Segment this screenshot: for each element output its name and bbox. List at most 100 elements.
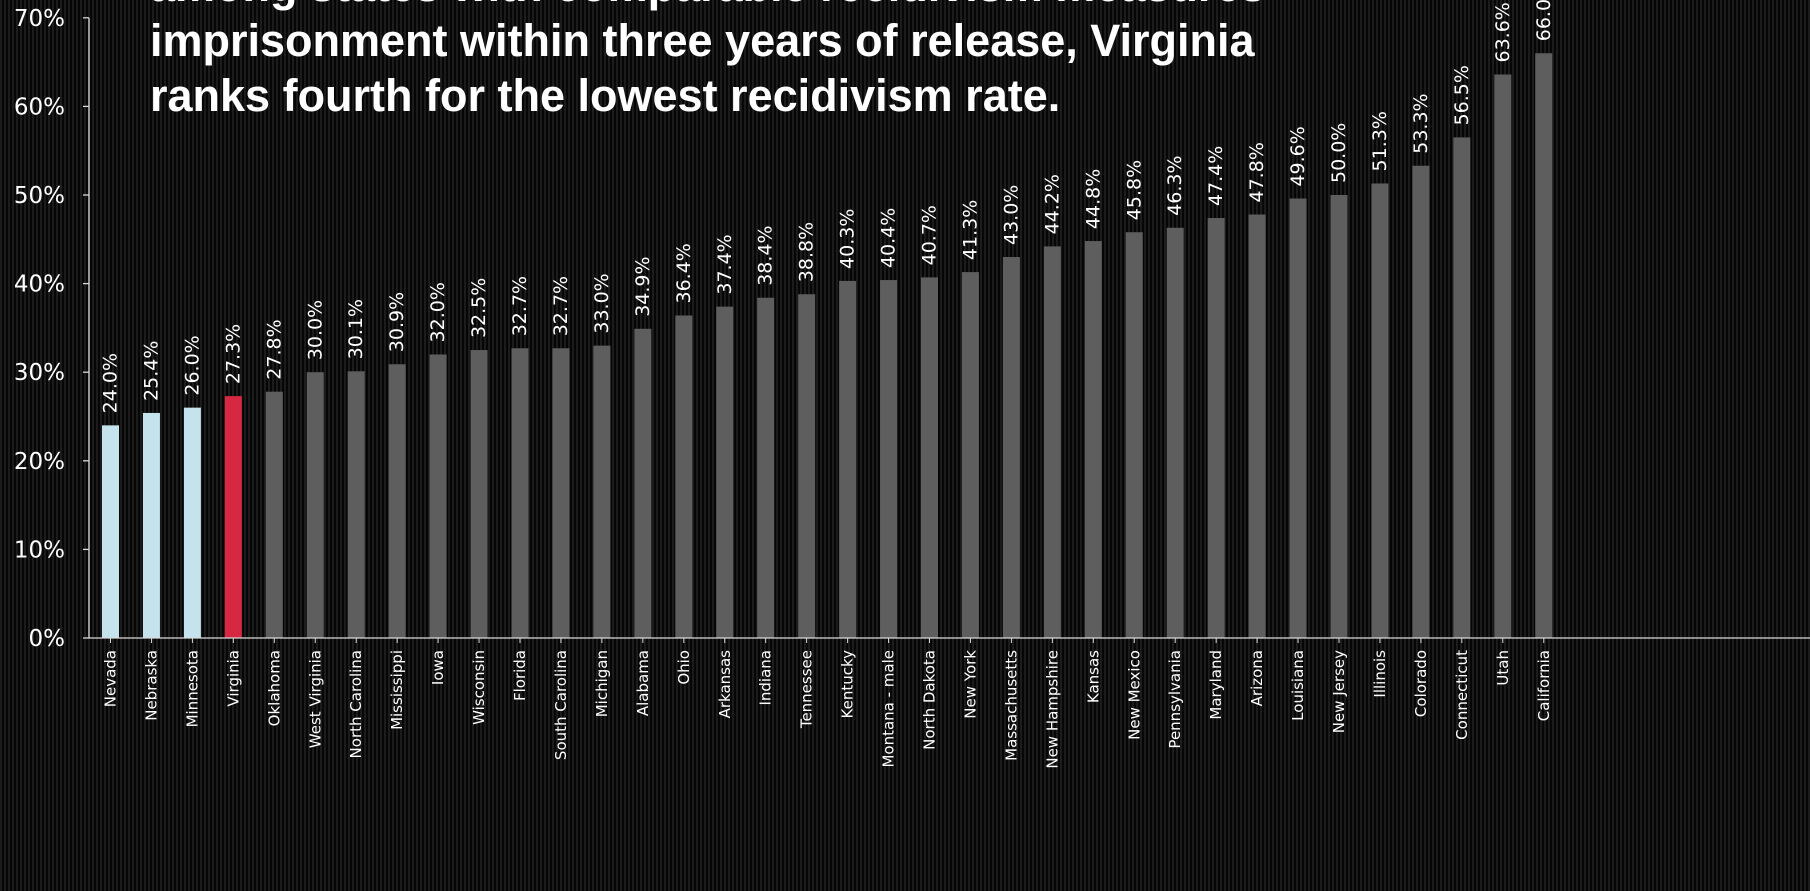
x-tick-label-iowa: Iowa <box>429 650 447 685</box>
y-tick-label: 30% <box>14 360 65 386</box>
x-tick-label-north-dakota: North Dakota <box>921 650 939 750</box>
headline-line-2: imprisonment within three years of relea… <box>150 15 1255 66</box>
bar-nebraska <box>142 412 160 638</box>
value-label-north-dakota: 40.7% <box>919 205 941 265</box>
bar-alabama <box>634 328 652 638</box>
value-label-mississippi: 30.9% <box>386 292 408 352</box>
value-label-maryland: 47.4% <box>1205 146 1227 206</box>
x-tick-label-south-carolina: South Carolina <box>552 650 570 760</box>
bar-california <box>1535 53 1553 639</box>
x-tick-label-kentucky: Kentucky <box>839 650 857 719</box>
value-label-florida: 32.7% <box>509 276 531 336</box>
bar-massachusetts <box>1002 257 1020 638</box>
value-label-montana-male: 40.4% <box>878 208 900 268</box>
bars-group <box>102 53 1553 639</box>
bar-minnesota <box>183 407 201 638</box>
bar-arizona <box>1248 214 1266 638</box>
x-tick-label-north-carolina: North Carolina <box>347 650 365 758</box>
bar-pennsylvania <box>1166 227 1184 639</box>
bar-iowa <box>429 354 447 638</box>
bar-indiana <box>757 297 775 638</box>
value-label-nebraska: 25.4% <box>140 341 162 401</box>
x-tick-label-wisconsin: Wisconsin <box>470 650 488 725</box>
bar-illinois <box>1371 183 1389 638</box>
bar-louisiana <box>1289 198 1307 638</box>
value-label-arkansas: 37.4% <box>714 234 736 294</box>
bar-new-york <box>961 272 979 638</box>
x-tick-label-new-mexico: New Mexico <box>1125 650 1143 740</box>
x-tick-label-arizona: Arizona <box>1248 650 1266 706</box>
bar-colorado <box>1412 165 1430 638</box>
x-tick-label-california: California <box>1535 650 1553 721</box>
bar-montana-male <box>880 280 898 638</box>
x-tick-label-pennsylvania: Pennsylvania <box>1166 650 1184 749</box>
x-tick-label-virginia: Virginia <box>224 650 242 707</box>
y-tick-label: 60% <box>14 94 65 120</box>
x-tick-label-montana-male: Montana - male <box>880 650 898 768</box>
value-label-wisconsin: 32.5% <box>468 278 490 338</box>
bar-kansas <box>1084 241 1102 638</box>
x-tick-label-kansas: Kansas <box>1084 650 1102 703</box>
bar-ohio <box>675 315 693 638</box>
x-tick-label-nebraska: Nebraska <box>142 650 160 721</box>
bar-virginia <box>224 396 242 638</box>
value-labels-group: 24.0% 25.4% 26.0% 27.3% 27.8% 30.0% 30.1% 30.9%… <box>100 0 1555 413</box>
value-label-tennessee: 38.8% <box>796 222 818 282</box>
bar-mississippi <box>388 364 406 638</box>
x-tick-label-mississippi: Mississippi <box>388 650 406 730</box>
value-label-kentucky: 40.3% <box>837 209 859 269</box>
bar-utah <box>1494 74 1512 638</box>
bar-south-carolina <box>552 348 570 638</box>
bar-maryland <box>1207 218 1225 638</box>
value-label-colorado: 53.3% <box>1410 93 1432 153</box>
y-tick-label: 70% <box>14 6 65 32</box>
y-tick-label: 40% <box>14 272 65 298</box>
bar-new-hampshire <box>1043 246 1061 638</box>
bar-west-virginia <box>306 372 324 638</box>
value-label-minnesota: 26.0% <box>181 335 203 395</box>
x-tick-label-michigan: Michigan <box>593 650 611 717</box>
bar-new-mexico <box>1125 232 1143 638</box>
y-tick-label: 0% <box>29 626 66 652</box>
value-label-michigan: 33.0% <box>591 273 613 333</box>
bar-connecticut <box>1453 137 1471 638</box>
bar-oklahoma <box>265 391 283 638</box>
x-tick-label-new-hampshire: New Hampshire <box>1043 650 1061 769</box>
value-label-illinois: 51.3% <box>1369 111 1391 171</box>
x-axis <box>89 637 1810 643</box>
value-label-west-virginia: 30.0% <box>304 300 326 360</box>
x-tick-label-massachusetts: Massachusetts <box>1002 650 1020 761</box>
bar-north-dakota <box>921 277 938 638</box>
x-tick-label-tennessee: Tennessee <box>798 650 816 729</box>
value-label-ohio: 36.4% <box>673 243 695 303</box>
x-tick-label-nevada: Nevada <box>102 650 120 707</box>
value-label-louisiana: 49.6% <box>1287 126 1309 186</box>
x-tick-label-oklahoma: Oklahoma <box>265 650 283 726</box>
x-tick-label-louisiana: Louisiana <box>1289 650 1307 721</box>
value-label-california: 66.0% <box>1533 0 1555 41</box>
x-tick-label-minnesota: Minnesota <box>183 650 201 727</box>
y-tick-label: 50% <box>14 183 65 209</box>
value-label-north-carolina: 30.1% <box>345 299 367 359</box>
bar-kentucky <box>839 280 857 638</box>
x-tick-label-alabama: Alabama <box>634 650 652 716</box>
value-label-iowa: 32.0% <box>427 282 449 342</box>
x-tick-label-west-virginia: West Virginia <box>306 650 324 748</box>
value-label-virginia: 27.3% <box>222 324 244 384</box>
x-tick-label-new-jersey: New Jersey <box>1330 650 1348 733</box>
x-tick-label-indiana: Indiana <box>757 650 775 706</box>
bar-north-carolina <box>347 371 365 638</box>
bar-michigan <box>593 345 611 638</box>
value-label-pennsylvania: 46.3% <box>1164 155 1186 215</box>
value-label-south-carolina: 32.7% <box>550 276 572 336</box>
value-label-new-mexico: 45.8% <box>1123 160 1145 220</box>
bar-nevada <box>102 425 119 638</box>
x-tick-label-ohio: Ohio <box>675 650 693 685</box>
x-labels-group: Nevada Nebraska Minnesota Virginia Oklahoma W… <box>102 650 1553 769</box>
x-tick-label-new-york: New York <box>961 650 979 719</box>
bar-new-jersey <box>1330 195 1348 638</box>
x-tick-label-arkansas: Arkansas <box>716 650 734 719</box>
x-tick-label-florida: Florida <box>511 650 529 701</box>
headline-line-1: among states with comparable recidivism … <box>150 0 1330 13</box>
